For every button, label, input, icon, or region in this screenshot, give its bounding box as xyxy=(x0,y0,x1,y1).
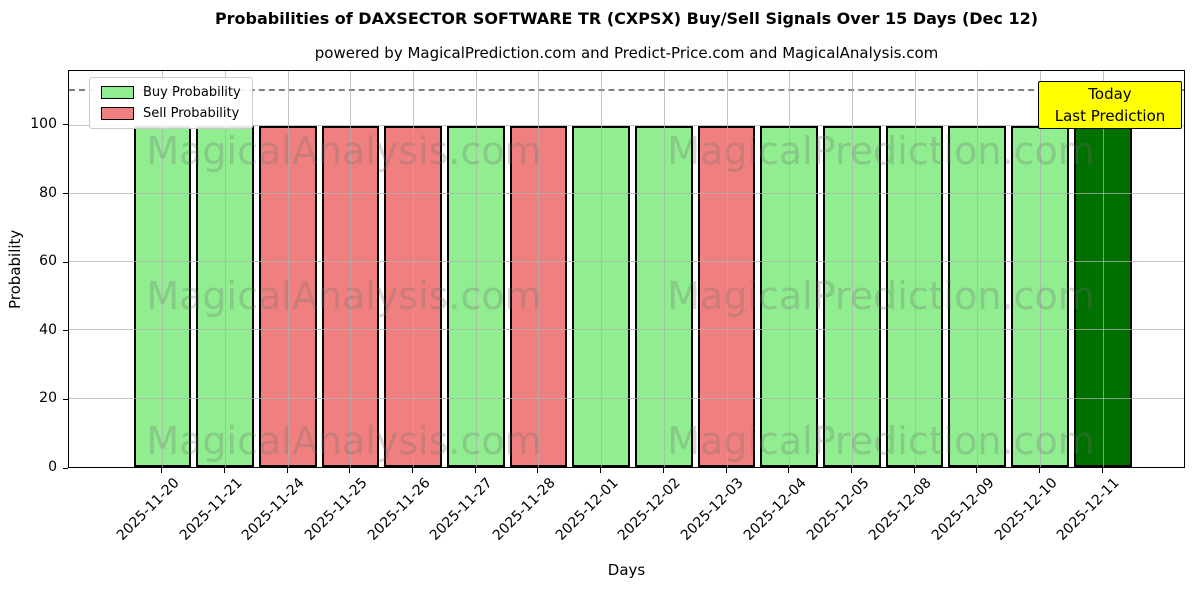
watermark-text: MagicalAnalysis.com xyxy=(146,419,542,463)
v-gridline xyxy=(475,71,477,467)
h-gridline xyxy=(69,397,1184,399)
x-tick-label: 2025-11-21 xyxy=(176,475,246,544)
h-gridline xyxy=(69,329,1184,331)
y-tick-mark xyxy=(63,261,68,263)
x-tick-mark xyxy=(913,468,915,473)
x-tick-label: 2025-11-27 xyxy=(427,475,497,544)
plot-area: Buy Probability Sell Probability Today L… xyxy=(68,70,1185,468)
x-tick-mark xyxy=(224,468,226,473)
x-tick-label: 2025-12-04 xyxy=(740,475,810,544)
x-tick-mark xyxy=(412,468,414,473)
x-tick-mark xyxy=(600,468,602,473)
y-tick-mark xyxy=(63,467,68,469)
y-tick-label: 60 xyxy=(39,253,57,270)
v-gridline xyxy=(1102,71,1104,467)
v-gridline xyxy=(977,71,979,467)
today-annotation: Today Last Prediction xyxy=(1038,81,1182,129)
x-tick-label: 2025-12-03 xyxy=(677,475,747,544)
v-gridline xyxy=(726,71,728,467)
buy-legend-label: Buy Probability xyxy=(143,85,241,100)
h-gridline xyxy=(69,192,1184,194)
x-tick-mark xyxy=(976,468,978,473)
x-tick-label: 2025-12-02 xyxy=(615,475,685,544)
buy-legend-swatch-icon xyxy=(101,86,134,99)
x-tick-mark xyxy=(537,468,539,473)
today-annotation-line1: Today xyxy=(1088,85,1132,103)
watermark-text: MagicalAnalysis.com xyxy=(146,274,542,318)
x-tick-label: 2025-11-24 xyxy=(239,475,309,544)
y-tick-label: 80 xyxy=(39,184,57,201)
x-tick-label: 2025-12-11 xyxy=(1054,475,1123,544)
h-gridline xyxy=(69,124,1184,126)
x-tick-mark xyxy=(788,468,790,473)
legend: Buy Probability Sell Probability xyxy=(89,77,253,129)
v-gridline xyxy=(538,71,540,467)
v-gridline xyxy=(413,71,415,467)
v-gridline xyxy=(1039,71,1041,467)
x-tick-mark xyxy=(474,468,476,473)
x-tick-mark xyxy=(349,468,351,473)
x-tick-mark xyxy=(662,468,664,473)
x-tick-mark xyxy=(286,468,288,473)
v-gridline xyxy=(789,71,791,467)
x-tick-label: 2025-11-26 xyxy=(364,475,434,544)
y-tick-mark xyxy=(63,124,68,126)
x-tick-label: 2025-11-25 xyxy=(301,475,371,544)
y-tick-mark xyxy=(63,330,68,332)
y-tick-label: 100 xyxy=(30,115,57,132)
y-tick-mark xyxy=(63,398,68,400)
x-tick-mark xyxy=(161,468,163,473)
x-tick-label: 2025-11-28 xyxy=(489,475,559,544)
chart-subtitle: powered by MagicalPrediction.com and Pre… xyxy=(314,44,939,62)
watermark-text: MagicalPrediction.com xyxy=(667,274,1095,318)
v-gridline xyxy=(162,71,164,467)
legend-row-buy: Buy Probability xyxy=(101,85,241,100)
x-tick-label: 2025-12-05 xyxy=(803,475,873,544)
x-tick-mark xyxy=(1101,468,1103,473)
watermark-text: MagicalAnalysis.com xyxy=(146,129,542,173)
x-tick-label: 2025-12-09 xyxy=(928,475,998,544)
h-gridline xyxy=(69,261,1184,263)
x-tick-mark xyxy=(725,468,727,473)
legend-row-sell: Sell Probability xyxy=(101,106,241,121)
v-gridline xyxy=(601,71,603,467)
y-tick-label: 0 xyxy=(48,459,57,475)
x-tick-label: 2025-12-01 xyxy=(552,475,622,544)
today-annotation-line2: Last Prediction xyxy=(1054,107,1166,125)
v-gridline xyxy=(851,71,853,467)
threshold-dashed-line xyxy=(69,89,1184,92)
v-gridline xyxy=(914,71,916,467)
x-tick-label: 2025-12-10 xyxy=(991,475,1061,544)
sell-legend-label: Sell Probability xyxy=(143,106,240,121)
x-axis-title: Days xyxy=(607,561,646,579)
x-tick-mark xyxy=(1038,468,1040,473)
v-gridline xyxy=(350,71,352,467)
v-gridline xyxy=(287,71,289,467)
chart-title: Probabilities of DAXSECTOR SOFTWARE TR (… xyxy=(214,9,1039,28)
x-tick-mark xyxy=(850,468,852,473)
y-tick-label: 20 xyxy=(39,390,57,407)
y-axis-title: Probability xyxy=(6,229,24,309)
v-gridline xyxy=(225,71,227,467)
watermark-text: MagicalPrediction.com xyxy=(667,129,1095,173)
y-tick-label: 40 xyxy=(39,321,57,338)
x-tick-label: 2025-12-08 xyxy=(866,475,935,544)
x-tick-label: 2025-11-20 xyxy=(113,475,183,544)
v-gridline xyxy=(663,71,665,467)
sell-legend-swatch-icon xyxy=(101,107,134,120)
watermark-text: MagicalPrediction.com xyxy=(667,419,1095,463)
y-tick-mark xyxy=(63,193,68,195)
